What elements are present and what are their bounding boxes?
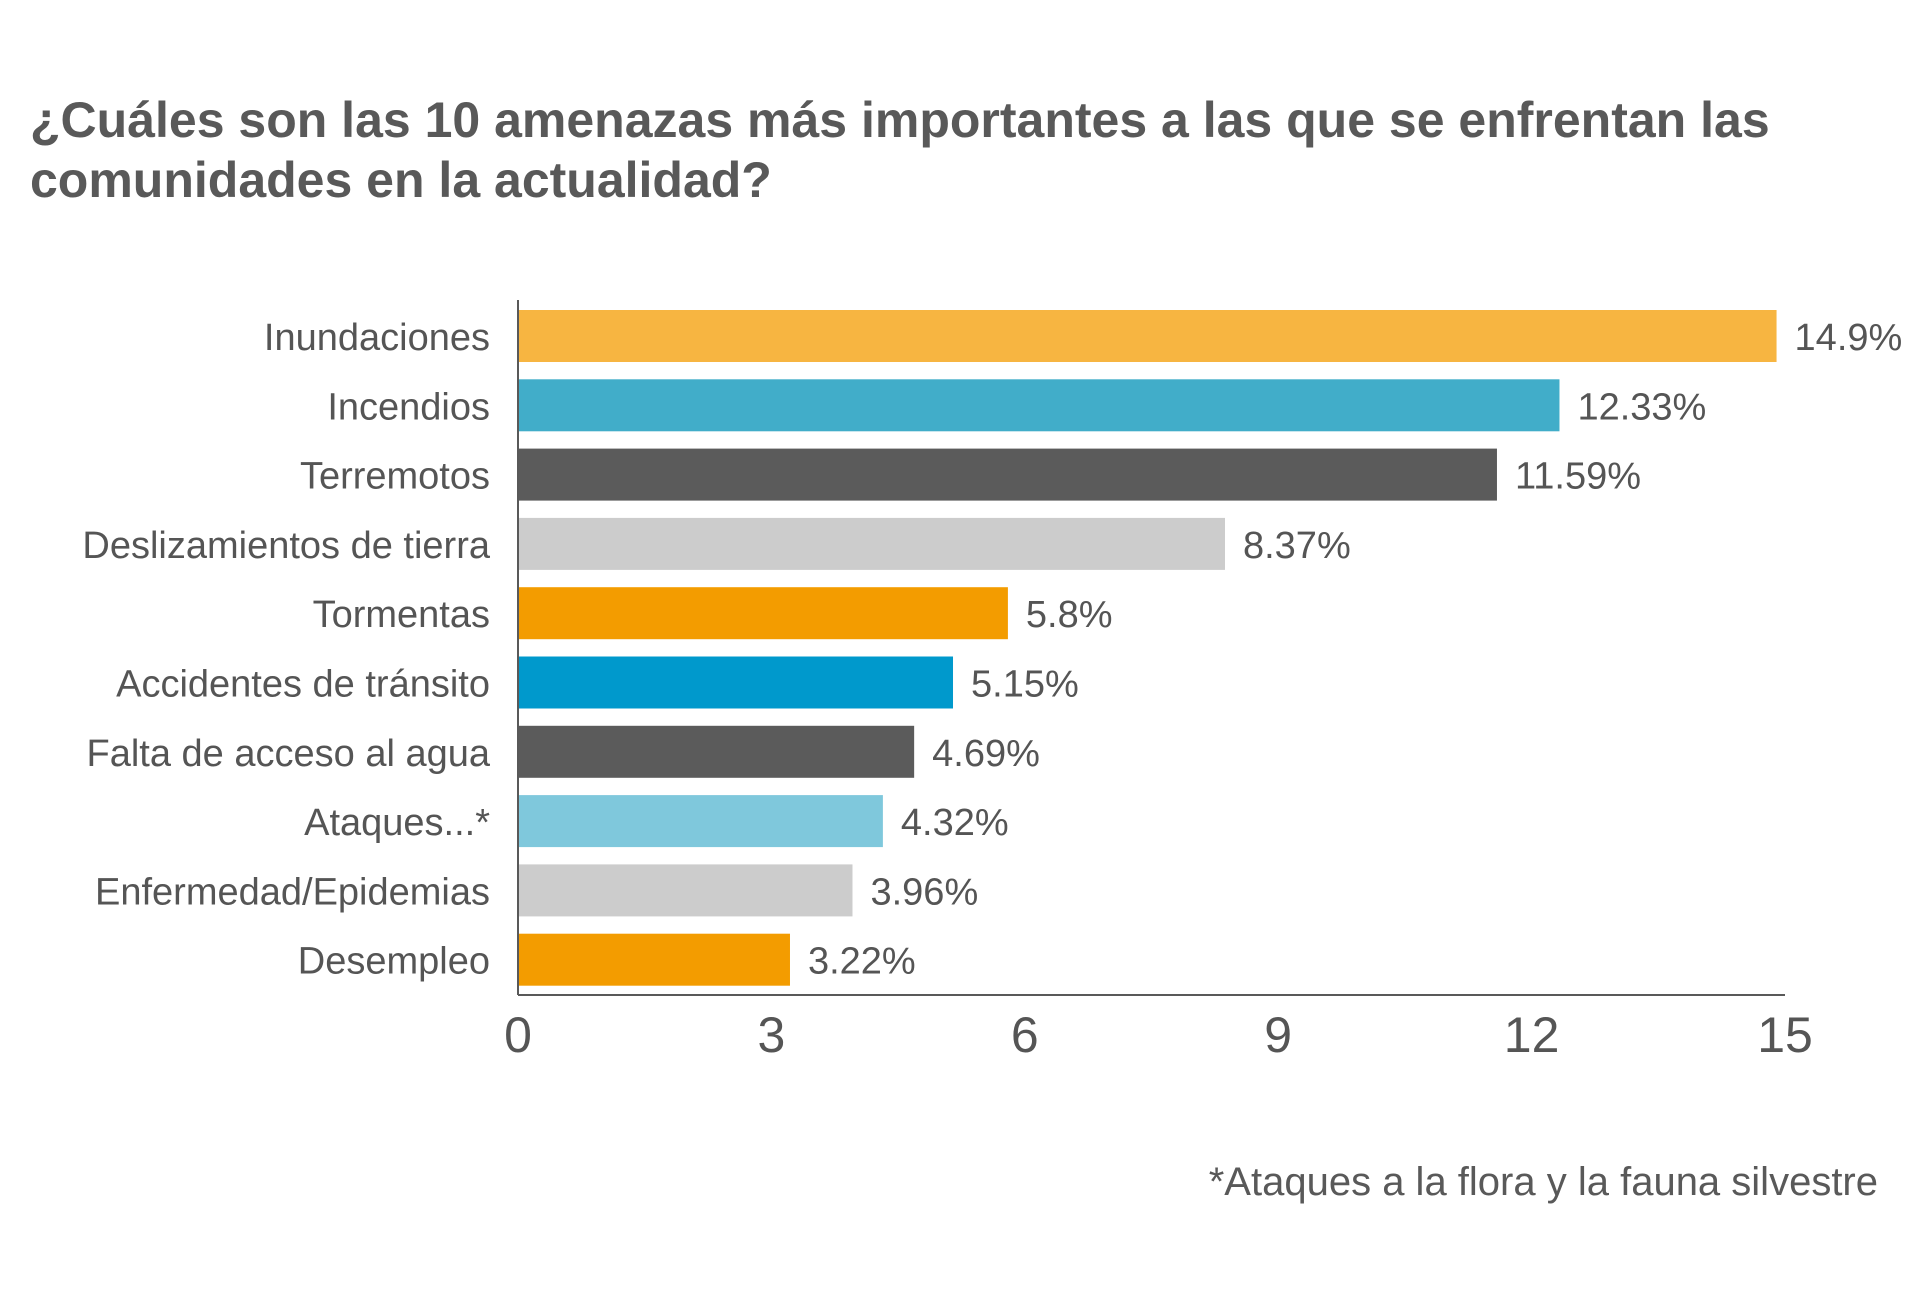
value-label: 5.15% (971, 664, 1079, 706)
bar (518, 310, 1777, 362)
category-label: Deslizamientos de tierra (82, 525, 490, 567)
category-label: Falta de acceso al agua (87, 733, 491, 775)
category-label: Desempleo (298, 941, 490, 983)
value-label: 4.32% (901, 802, 1009, 844)
x-tick-label: 15 (1757, 1007, 1813, 1063)
category-label: Incendios (327, 386, 490, 428)
value-label: 5.8% (1026, 594, 1113, 636)
category-labels-group: Inundaciones Incendios Terremotos Deslizami… (82, 317, 490, 983)
bar (518, 517, 1225, 570)
category-label: Ataques...* (304, 802, 490, 844)
value-label: 3.22% (808, 941, 916, 983)
chart-title: ¿Cuáles son las 10 amenazas más importan… (30, 92, 1770, 208)
footnote: *Ataques a la flora y la fauna silvestre (1208, 1160, 1878, 1204)
category-label: Terremotos (300, 456, 490, 498)
x-tick-label: 3 (757, 1007, 785, 1063)
x-tick-label: 12 (1504, 1007, 1560, 1063)
x-tick-label: 0 (504, 1007, 532, 1063)
x-tick-label: 9 (1264, 1007, 1292, 1063)
bar (518, 656, 954, 709)
bar (518, 587, 1008, 640)
bars-group (518, 310, 1777, 986)
category-label: Accidentes de tránsito (116, 664, 490, 706)
category-label: Inundaciones (264, 317, 490, 359)
bar (518, 795, 883, 848)
value-label: 11.59% (1515, 456, 1641, 498)
x-tick-labels-group: 0 3 6 9 12 15 (504, 1007, 1813, 1063)
bar (518, 725, 915, 778)
x-tick-label: 6 (1011, 1007, 1039, 1063)
bar (518, 448, 1497, 501)
value-label: 3.96% (870, 871, 978, 913)
bar (518, 379, 1560, 432)
bar (518, 933, 790, 986)
value-label: 12.33% (1577, 386, 1706, 428)
value-label: 4.69% (932, 733, 1040, 775)
bar (518, 864, 853, 917)
value-labels-group: 14.9% 12.33% 11.59% 8.37% 5.8% 5.15% 4.69% 4.32… (808, 317, 1902, 983)
category-label: Tormentas (313, 594, 490, 636)
value-label: 14.9% (1795, 317, 1903, 359)
value-label: 8.37% (1243, 525, 1351, 567)
category-label: Enfermedad/Epidemias (95, 871, 490, 913)
